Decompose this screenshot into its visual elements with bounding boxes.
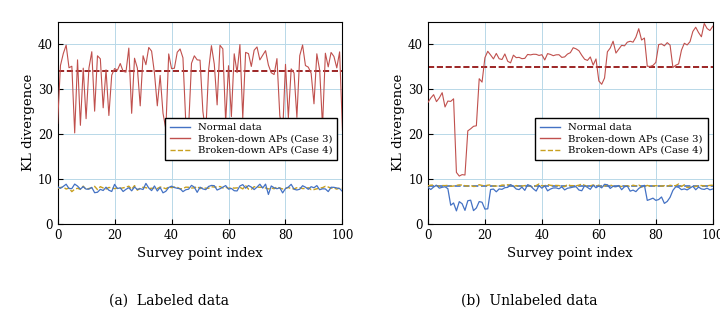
Legend: Normal data, Broken‑down APs (Case 3), Broken‑down APs (Case 4): Normal data, Broken‑down APs (Case 3), B… [165,118,338,160]
X-axis label: Survey point index: Survey point index [508,247,634,260]
Y-axis label: KL divergence: KL divergence [22,74,35,171]
Legend: Normal data, Broken‑down APs (Case 3), Broken‑down APs (Case 4): Normal data, Broken‑down APs (Case 3), B… [535,118,708,160]
Text: (b)  Unlabeled data: (b) Unlabeled data [461,294,598,308]
Text: (a)  Labeled data: (a) Labeled data [109,294,229,308]
X-axis label: Survey point index: Survey point index [137,247,263,260]
Y-axis label: KL divergence: KL divergence [392,74,405,171]
